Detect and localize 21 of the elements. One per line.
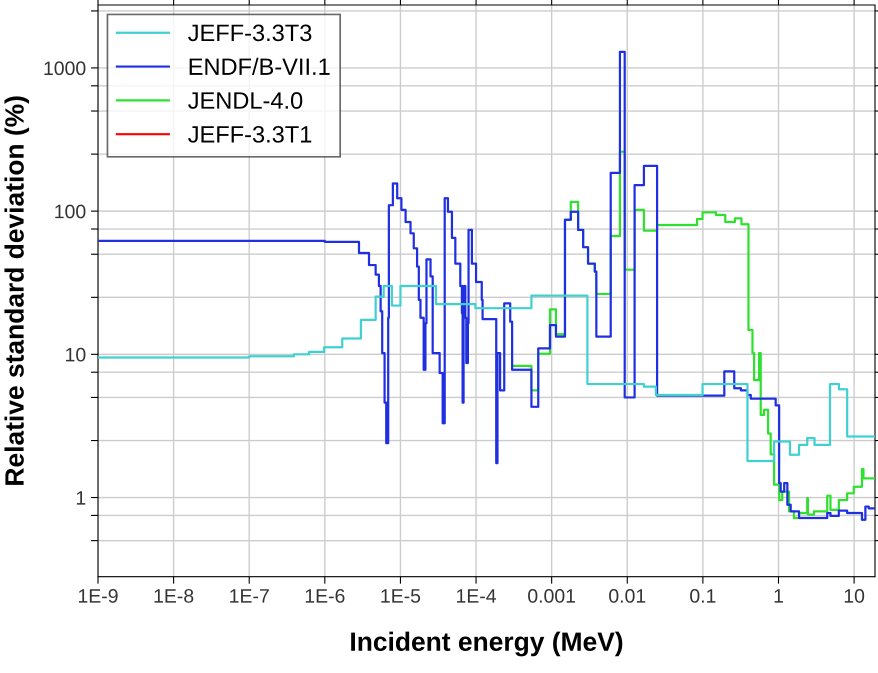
x-tick-label: 1E-5: [381, 589, 420, 603]
x-tick-label: 0.001: [528, 589, 576, 603]
y-axis-title: Relative standard deviation (%): [4, 96, 30, 485]
legend-label: JEFF-3.3T1: [188, 126, 312, 143]
legend-label: ENDF/B-VII.1: [190, 58, 330, 76]
x-tick-label: 1: [774, 589, 783, 603]
x-tick-label: 0.01: [609, 589, 646, 603]
y-tick-label: 1: [76, 491, 86, 505]
x-tick-label: 0.1: [690, 589, 716, 603]
x-tick-label: 1E-7: [230, 589, 269, 603]
legend-label: JEFF-3.3T3: [188, 24, 312, 42]
x-tick-label: 1E-8: [154, 589, 194, 603]
x-tick-label: 10: [844, 589, 864, 603]
legend-label: JENDL-4.0: [188, 92, 302, 109]
x-tick-label: 1E-6: [306, 589, 345, 603]
y-tick-label: 1000: [44, 61, 86, 76]
y-tick-label: 100: [55, 204, 86, 218]
y-tick-label: 10: [66, 348, 86, 362]
x-axis-title: Incident energy (MeV): [351, 632, 622, 656]
x-tick-label: 1E-4: [456, 589, 496, 603]
x-tick-label: 1E-9: [78, 589, 118, 603]
